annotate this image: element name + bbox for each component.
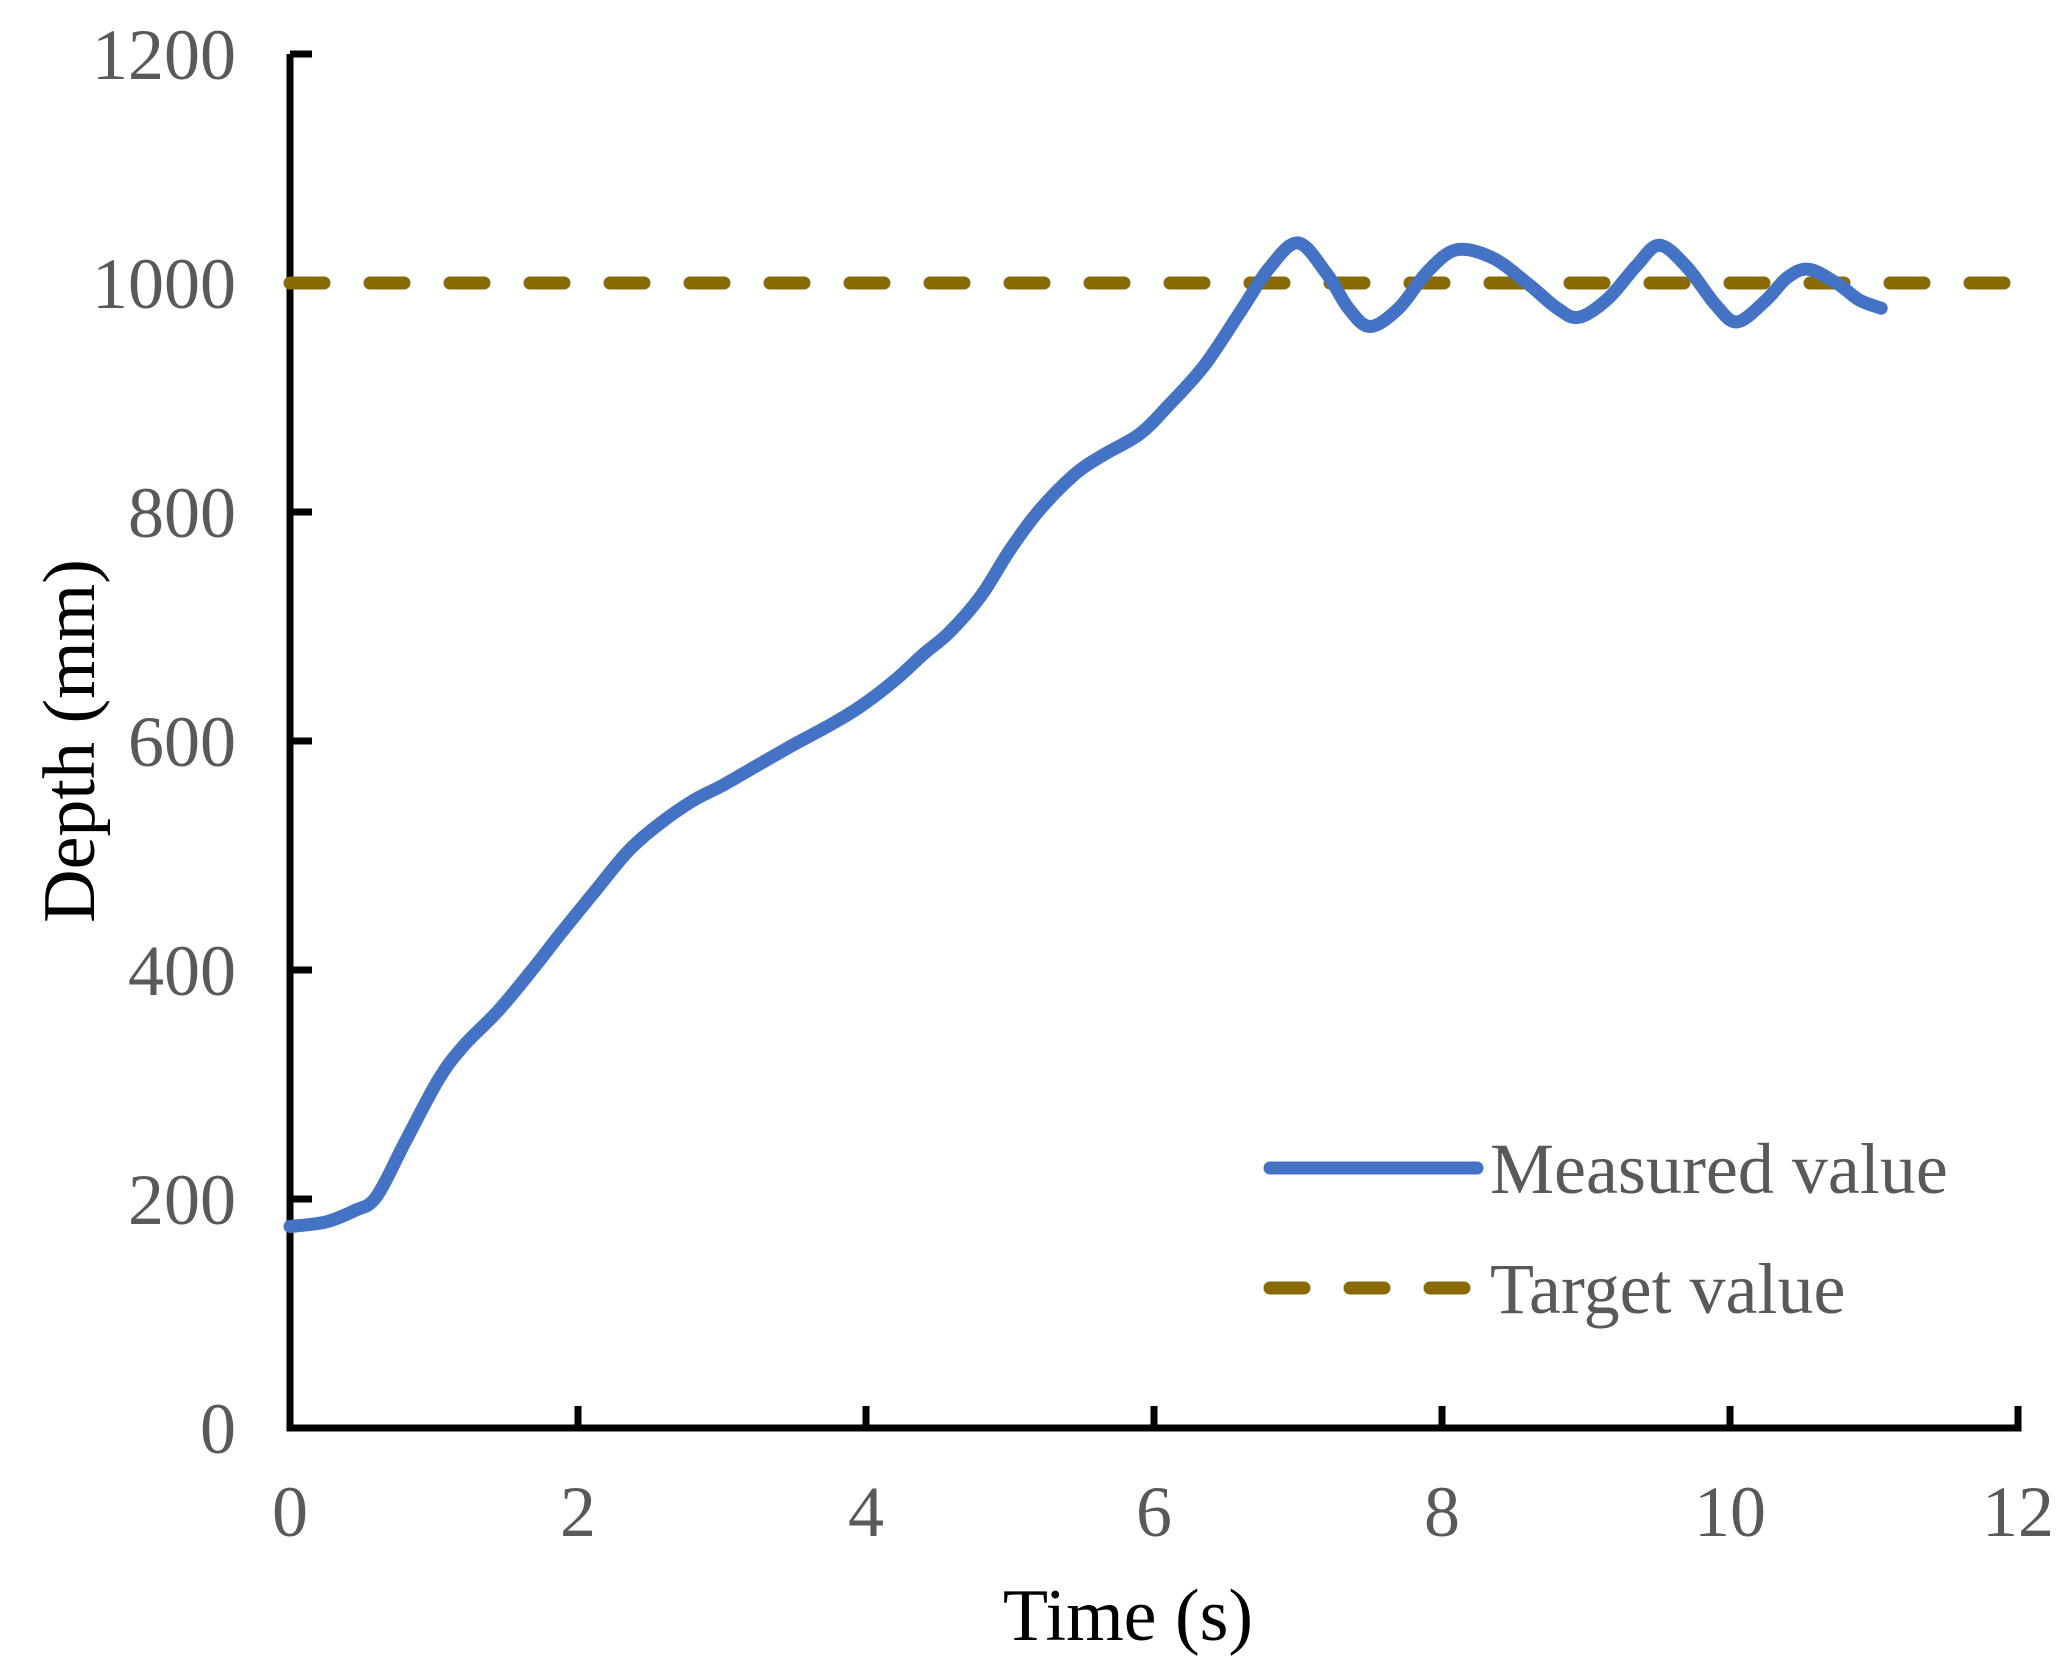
- x-tick-label-10: 10: [1694, 1472, 1766, 1552]
- x-tick-label-0: 0: [272, 1472, 308, 1552]
- x-tick-label-12: 12: [1982, 1472, 2054, 1552]
- y-tick-label-200: 200: [128, 1160, 236, 1240]
- legend-measured-label: Measured value: [1490, 1129, 1948, 1209]
- y-axis-title: Depth (mm): [29, 559, 111, 923]
- axis-tick-labels: 0 2 4 6 8 10 12 0 200 400 600 800 1000 1200: [92, 15, 2054, 1552]
- x-tick-label-4: 4: [848, 1472, 884, 1552]
- y-tick-label-600: 600: [128, 702, 236, 782]
- y-tick-label-400: 400: [128, 931, 236, 1011]
- axis-ticks: [290, 50, 2022, 1428]
- legend: Measured value Target value: [1263, 1129, 1948, 1329]
- y-tick-label-1000: 1000: [92, 244, 236, 324]
- measured-value-line: [283, 236, 1888, 1233]
- y-tick-label-800: 800: [128, 473, 236, 553]
- x-tick-label-8: 8: [1424, 1472, 1460, 1552]
- legend-target-label: Target value: [1490, 1249, 1845, 1329]
- x-tick-label-2: 2: [560, 1472, 596, 1552]
- measured-line-path: [283, 236, 1888, 1233]
- axes: [286, 54, 2022, 1432]
- x-axis-title: Time (s): [1003, 1575, 1253, 1657]
- y-tick-label-0: 0: [200, 1389, 236, 1469]
- y-tick-label-1200: 1200: [92, 15, 236, 95]
- x-tick-label-6: 6: [1136, 1472, 1172, 1552]
